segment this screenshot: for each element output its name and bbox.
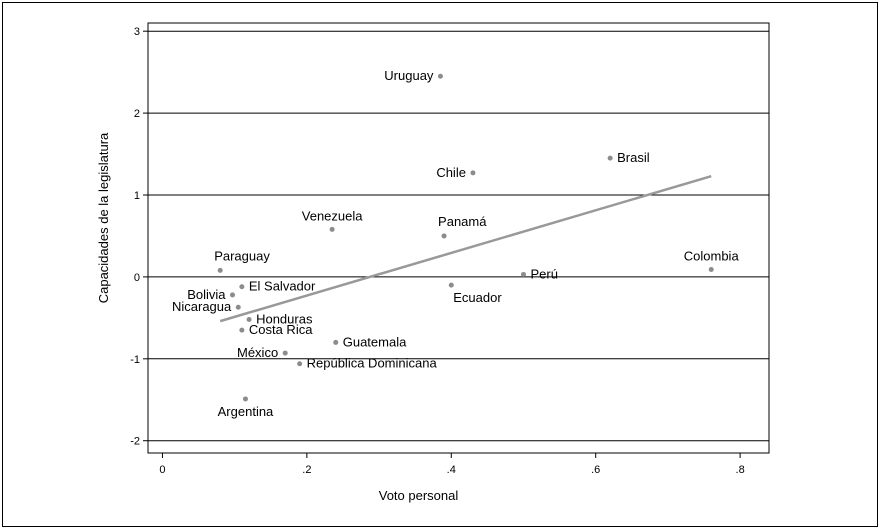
data-point [297, 361, 303, 367]
data-point [239, 284, 245, 290]
y-tick-label: -2 [130, 436, 140, 448]
data-point-label: Costa Rica [249, 322, 313, 337]
y-tick-label: 2 [134, 108, 140, 120]
x-tick-label: .2 [302, 464, 311, 476]
data-point-label: Uruguay [384, 68, 434, 83]
data-point-label: Honduras [256, 311, 313, 326]
data-point [246, 316, 252, 322]
data-point [520, 271, 526, 277]
data-point-label: Brasil [617, 150, 650, 165]
data-point [607, 155, 613, 161]
data-point [229, 292, 235, 298]
data-point [448, 282, 454, 288]
data-point-label: Ecuador [453, 290, 502, 305]
data-point [470, 170, 476, 176]
data-point-label: República Dominicana [307, 356, 438, 371]
data-point [282, 350, 288, 356]
x-axis-title: Voto personal [379, 488, 459, 503]
data-point-label: Venezuela [302, 208, 363, 223]
data-point-label: Guatemala [343, 334, 407, 349]
data-point [235, 304, 241, 310]
fit-line [219, 174, 712, 323]
y-axis-title: Capacidades de la legislatura [96, 132, 111, 303]
x-tick-label: .6 [591, 464, 600, 476]
data-point [217, 267, 223, 273]
data-point [329, 226, 335, 232]
data-point-label: Colombia [684, 249, 740, 264]
data-point [242, 396, 248, 402]
x-tick-label: 0 [159, 464, 165, 476]
data-point-label: Perú [530, 266, 557, 281]
data-point [441, 233, 447, 239]
data-point-label: Nicaragua [172, 299, 232, 314]
data-point [333, 339, 339, 345]
y-tick-label: 1 [134, 190, 140, 202]
data-point-label: Panamá [438, 214, 487, 229]
data-point-label: Chile [436, 165, 466, 180]
data-point-label: Bolivia [187, 287, 226, 302]
data-point-label: El Salvador [249, 279, 316, 294]
y-tick-label: 0 [134, 272, 140, 284]
data-point-label: Argentina [218, 404, 274, 419]
x-tick-label: .4 [447, 464, 456, 476]
data-point [708, 267, 714, 273]
data-point-label: Paraguay [214, 248, 270, 263]
data-point-label: México [237, 345, 278, 360]
data-point [437, 73, 443, 79]
plot-area [147, 22, 770, 454]
scatter-chart: -2 -1 0 1 2 3 0 .2 .4 .6 .8 Voto personal Capacidade… [96, 22, 770, 503]
x-tick-label: .8 [736, 464, 745, 476]
data-point [239, 327, 245, 333]
y-tick-label: 3 [134, 26, 140, 38]
y-tick-label: -1 [130, 354, 140, 366]
